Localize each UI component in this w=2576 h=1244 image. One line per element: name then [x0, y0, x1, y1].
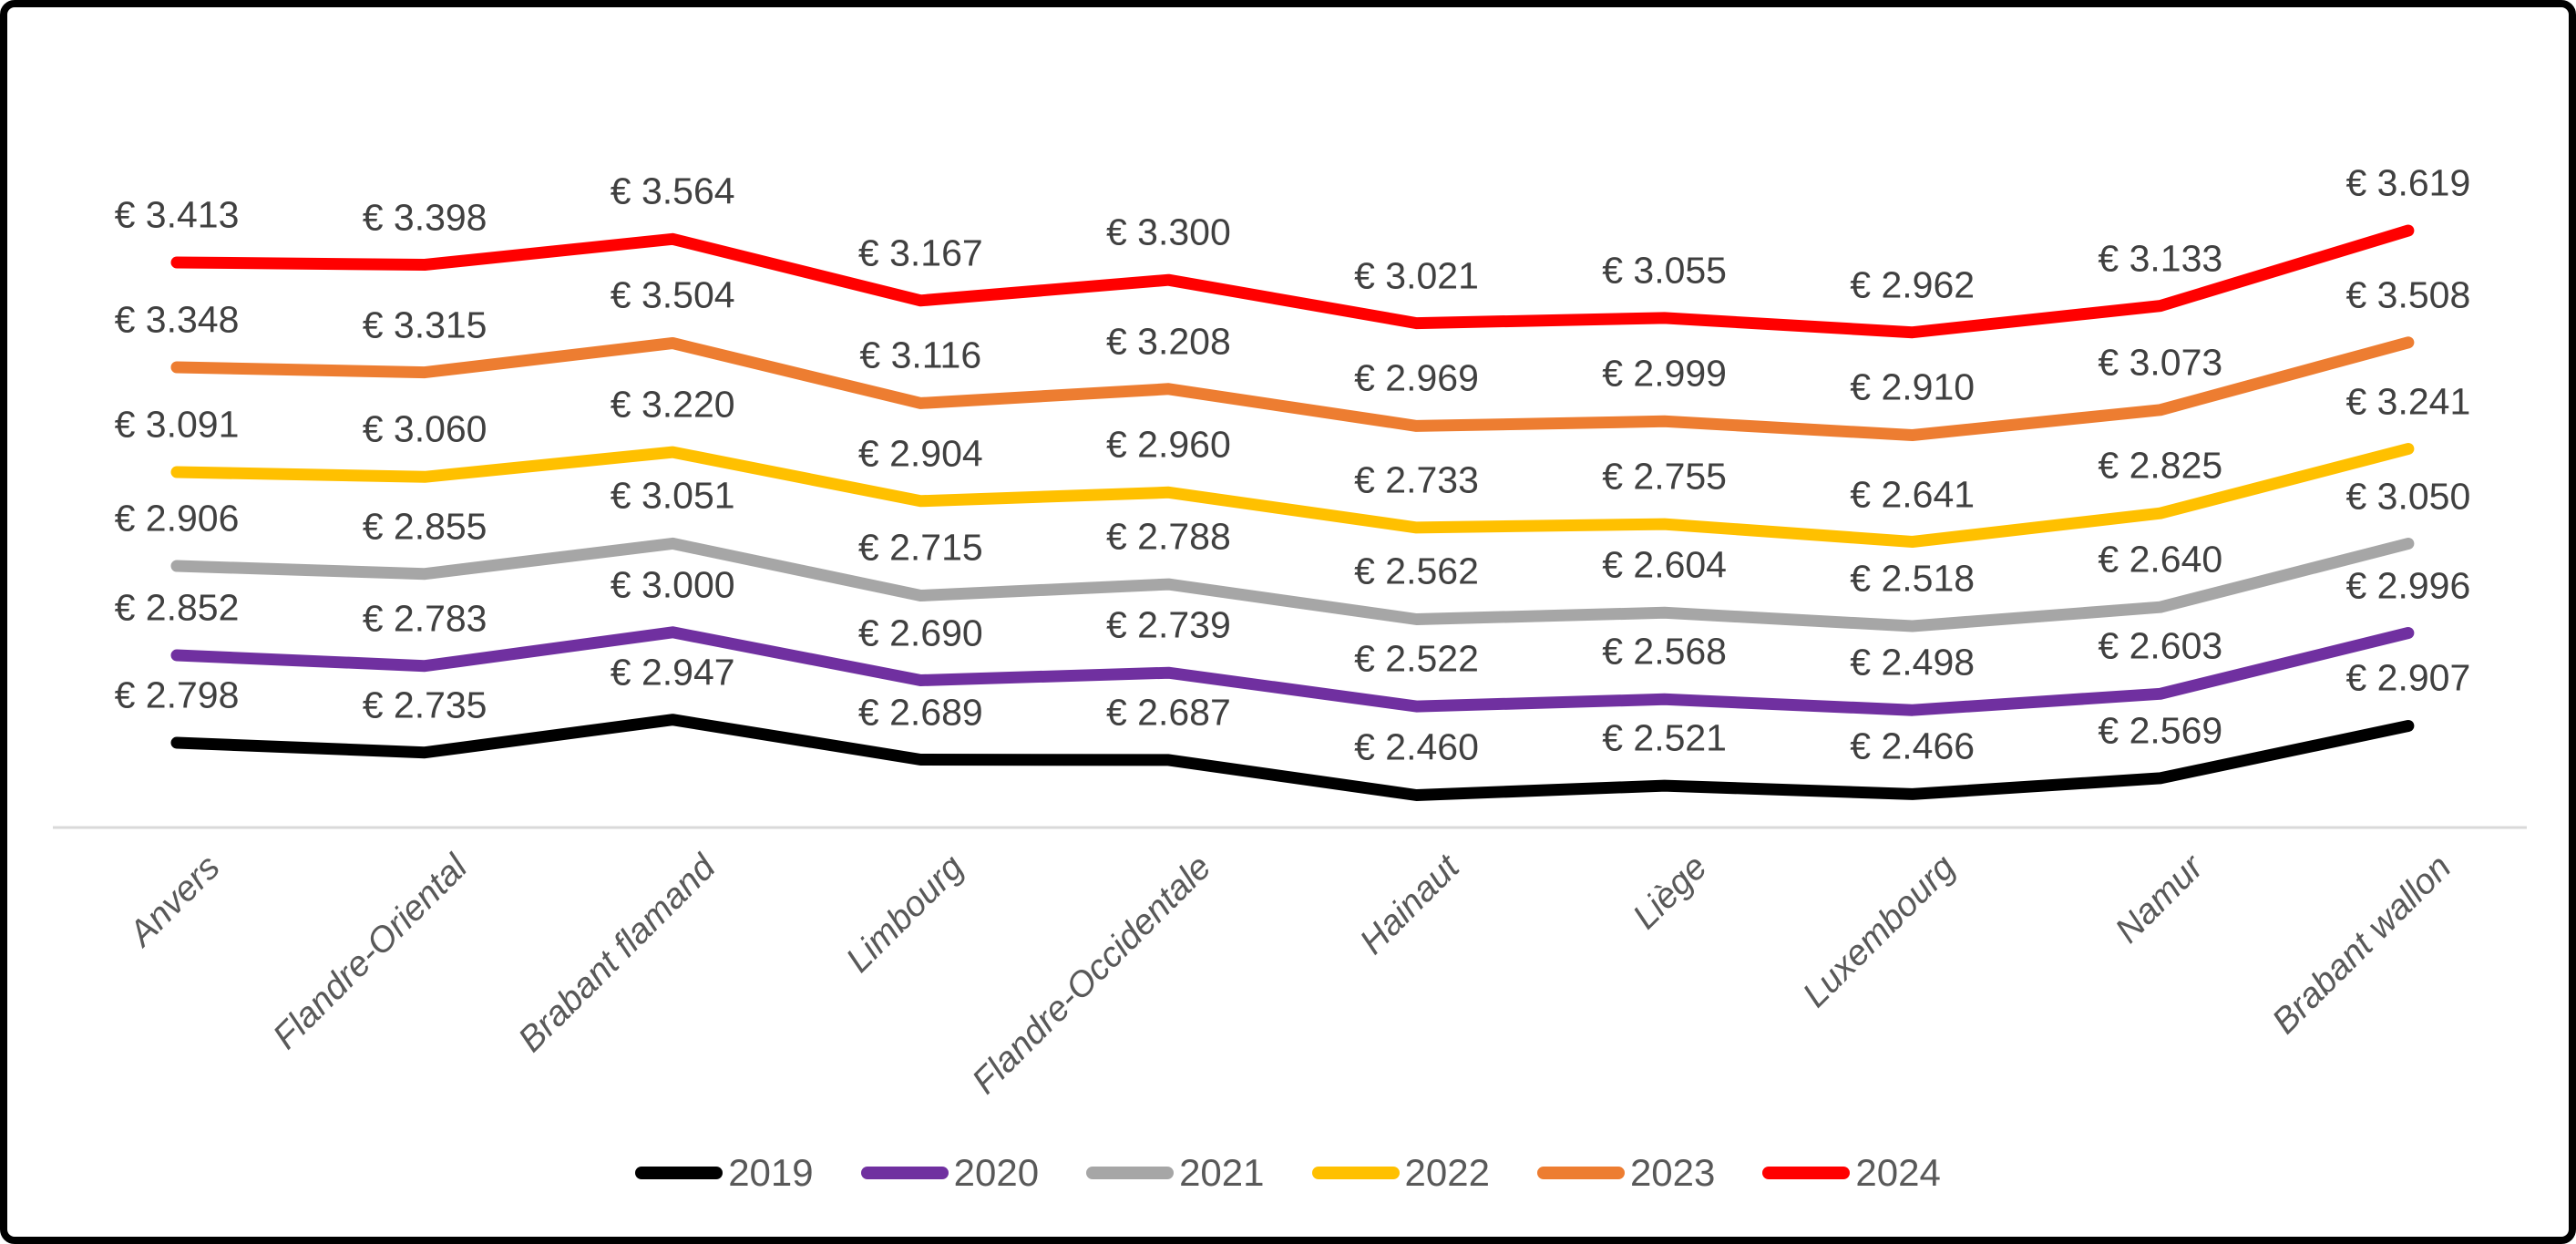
value-label-2022-1: € 3.060 — [362, 407, 487, 450]
legend-label-2019: 2019 — [728, 1151, 814, 1194]
legend-item-2021: 2021 — [1086, 1151, 1265, 1195]
value-label-2019-6: € 2.521 — [1602, 716, 1727, 759]
value-label-2021-5: € 2.562 — [1354, 550, 1479, 592]
value-label-2023-2: € 3.504 — [610, 273, 735, 316]
value-label-2021-3: € 2.715 — [857, 526, 983, 569]
value-label-2023-8: € 3.073 — [2098, 341, 2223, 384]
value-label-2020-0: € 2.852 — [114, 586, 240, 629]
value-label-2020-3: € 2.690 — [857, 612, 983, 654]
legend-swatch-2019 — [635, 1167, 724, 1179]
value-label-2024-2: € 3.564 — [610, 170, 735, 212]
value-label-2019-2: € 2.947 — [610, 651, 735, 694]
legend-item-2022: 2022 — [1311, 1151, 1490, 1195]
value-label-2020-9: € 2.996 — [2345, 564, 2471, 607]
legend-swatch-2021 — [1086, 1167, 1175, 1179]
value-label-2023-6: € 2.999 — [1602, 352, 1727, 395]
value-label-2022-9: € 3.241 — [2345, 380, 2471, 422]
legend-swatch-2020 — [860, 1167, 949, 1179]
legend-item-2020: 2020 — [860, 1151, 1040, 1195]
value-label-2024-7: € 2.962 — [1850, 263, 1976, 306]
value-label-2022-6: € 2.755 — [1602, 455, 1727, 498]
legend-swatch-2023 — [1536, 1167, 1625, 1179]
value-label-2022-3: € 2.904 — [857, 432, 983, 475]
value-label-2021-4: € 2.788 — [1105, 515, 1231, 558]
legend-item-2019: 2019 — [635, 1151, 814, 1195]
value-label-2022-0: € 3.091 — [114, 403, 240, 446]
value-label-2024-6: € 3.055 — [1602, 249, 1727, 292]
value-label-2024-4: € 3.300 — [1105, 211, 1231, 253]
value-label-2024-8: € 3.133 — [2098, 237, 2223, 280]
series-line-2019 — [170, 714, 2415, 801]
value-label-2019-3: € 2.689 — [857, 691, 983, 734]
legend: 2019 2020 2021 2022 2023 2024 — [7, 1151, 2569, 1195]
legend-label-2023: 2023 — [1629, 1151, 1716, 1194]
value-label-2019-5: € 2.460 — [1354, 725, 1479, 768]
value-label-2020-8: € 2.603 — [2098, 624, 2223, 667]
value-label-2024-1: € 3.398 — [362, 196, 487, 239]
value-label-2019-0: € 2.798 — [114, 673, 240, 716]
value-label-2023-3: € 3.116 — [859, 334, 982, 376]
value-label-2024-3: € 3.167 — [857, 231, 983, 274]
value-label-2024-0: € 3.413 — [114, 193, 240, 236]
value-label-2021-8: € 2.640 — [2098, 538, 2223, 581]
value-label-2020-7: € 2.498 — [1850, 641, 1976, 684]
legend-label-2022: 2022 — [1404, 1151, 1490, 1194]
value-label-2021-7: € 2.518 — [1850, 557, 1976, 600]
value-label-2023-0: € 3.348 — [114, 298, 240, 341]
series-line-2023 — [170, 336, 2415, 441]
value-label-2022-8: € 2.825 — [2098, 444, 2223, 487]
value-label-2022-4: € 2.960 — [1105, 423, 1231, 466]
value-label-2023-4: € 3.208 — [1105, 320, 1231, 363]
legend-label-2020: 2020 — [953, 1151, 1040, 1194]
value-label-2023-5: € 2.969 — [1354, 356, 1479, 399]
value-label-2019-4: € 2.687 — [1105, 691, 1231, 734]
value-label-2020-1: € 2.783 — [362, 597, 487, 640]
value-label-2019-1: € 2.735 — [362, 684, 487, 726]
value-label-2021-9: € 3.050 — [2345, 475, 2471, 518]
legend-label-2021: 2021 — [1179, 1151, 1265, 1194]
series-line-2024 — [170, 224, 2415, 339]
legend-swatch-2024 — [1762, 1167, 1851, 1179]
value-label-2021-0: € 2.906 — [114, 497, 240, 540]
value-label-2022-2: € 3.220 — [610, 383, 735, 426]
value-label-2021-2: € 3.051 — [610, 474, 735, 517]
legend-swatch-2022 — [1311, 1167, 1400, 1179]
series-line-2022 — [170, 443, 2415, 548]
value-label-2024-5: € 3.021 — [1354, 254, 1479, 297]
value-label-2020-5: € 2.522 — [1354, 637, 1479, 680]
series-line-2021 — [170, 537, 2415, 632]
value-label-2023-7: € 2.910 — [1850, 365, 1976, 408]
value-label-2020-6: € 2.568 — [1602, 630, 1727, 673]
legend-item-2024: 2024 — [1762, 1151, 1941, 1195]
legend-label-2024: 2024 — [1855, 1151, 1941, 1194]
value-label-2019-7: € 2.466 — [1850, 725, 1976, 767]
value-label-2023-9: € 3.508 — [2345, 273, 2471, 316]
value-label-2023-1: € 3.315 — [362, 303, 487, 346]
legend-item-2023: 2023 — [1536, 1151, 1716, 1195]
series-line-2020 — [170, 626, 2415, 716]
value-label-2021-6: € 2.604 — [1602, 543, 1727, 586]
value-label-2020-4: € 2.739 — [1105, 603, 1231, 646]
value-label-2021-1: € 2.855 — [362, 505, 487, 548]
value-label-2019-8: € 2.569 — [2098, 709, 2223, 752]
value-label-2019-9: € 2.907 — [2345, 656, 2471, 699]
value-label-2024-9: € 3.619 — [2345, 161, 2471, 204]
value-label-2022-5: € 2.733 — [1354, 458, 1479, 501]
line-chart-plot-area — [53, 224, 2527, 829]
value-label-2020-2: € 3.000 — [610, 563, 735, 606]
value-label-2022-7: € 2.641 — [1850, 473, 1976, 515]
